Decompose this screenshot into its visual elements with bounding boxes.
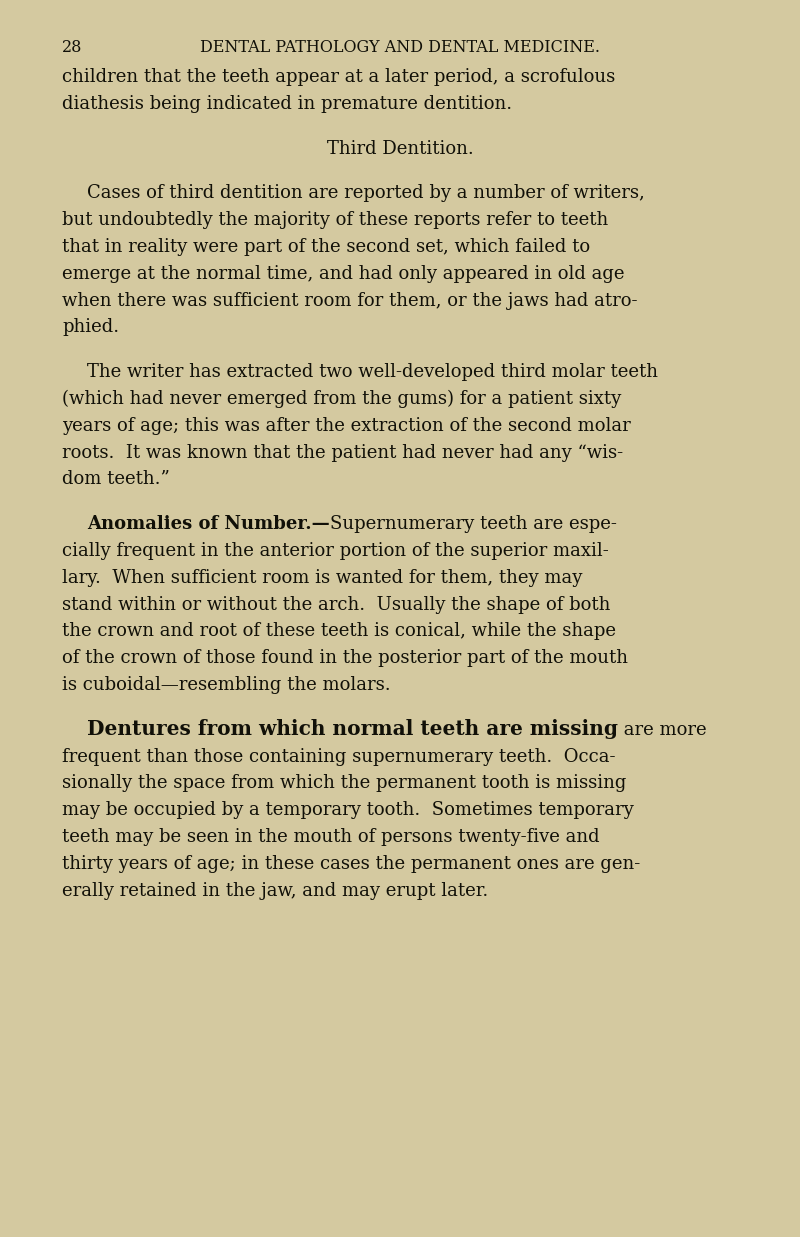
- Text: Supernumerary teeth are espe-: Supernumerary teeth are espe-: [330, 515, 617, 533]
- Text: emerge at the normal time, and had only appeared in old age: emerge at the normal time, and had only …: [62, 265, 625, 283]
- Text: thirty years of age; in these cases the permanent ones are gen-: thirty years of age; in these cases the …: [62, 855, 640, 873]
- Text: is cuboidal—resembling the molars.: is cuboidal—resembling the molars.: [62, 675, 390, 694]
- Text: are more: are more: [618, 721, 706, 738]
- Text: Third Dentition.: Third Dentition.: [326, 140, 474, 157]
- Text: 28: 28: [62, 40, 82, 56]
- Text: phied.: phied.: [62, 318, 119, 336]
- Text: sionally the space from which the permanent tooth is missing: sionally the space from which the perman…: [62, 774, 626, 793]
- Text: The writer has extracted two well-developed third molar teeth: The writer has extracted two well-develo…: [87, 364, 658, 381]
- Text: the crown and root of these teeth is conical, while the shape: the crown and root of these teeth is con…: [62, 622, 616, 641]
- Text: Anomalies of Number.—: Anomalies of Number.—: [87, 515, 330, 533]
- Text: years of age; this was after the extraction of the second molar: years of age; this was after the extract…: [62, 417, 630, 434]
- Text: that in reality were part of the second set, which failed to: that in reality were part of the second …: [62, 238, 590, 256]
- Text: frequent than those containing supernumerary teeth.  Occa-: frequent than those containing supernume…: [62, 747, 615, 766]
- Text: lary.  When sufficient room is wanted for them, they may: lary. When sufficient room is wanted for…: [62, 569, 582, 586]
- Text: teeth may be seen in the mouth of persons twenty-five and: teeth may be seen in the mouth of person…: [62, 828, 600, 846]
- Text: (which had never emerged from the gums) for a patient sixty: (which had never emerged from the gums) …: [62, 390, 622, 408]
- Text: may be occupied by a temporary tooth.  Sometimes temporary: may be occupied by a temporary tooth. So…: [62, 802, 634, 819]
- Text: when there was sufficient room for them, or the jaws had atro-: when there was sufficient room for them,…: [62, 292, 638, 309]
- Text: dom teeth.”: dom teeth.”: [62, 470, 170, 489]
- Text: cially frequent in the anterior portion of the superior maxil-: cially frequent in the anterior portion …: [62, 542, 609, 560]
- Text: erally retained in the jaw, and may erupt later.: erally retained in the jaw, and may erup…: [62, 882, 488, 899]
- Text: diathesis being indicated in premature dentition.: diathesis being indicated in premature d…: [62, 95, 512, 113]
- Text: stand within or without the arch.  Usually the shape of both: stand within or without the arch. Usuall…: [62, 595, 610, 614]
- Text: Cases of third dentition are reported by a number of writers,: Cases of third dentition are reported by…: [87, 184, 645, 203]
- Text: roots.  It was known that the patient had never had any “wis-: roots. It was known that the patient had…: [62, 444, 623, 461]
- Text: children that the teeth appear at a later period, a scrofulous: children that the teeth appear at a late…: [62, 68, 615, 87]
- Text: but undoubtedly the majority of these reports refer to teeth: but undoubtedly the majority of these re…: [62, 212, 608, 229]
- Text: Dentures from which normal teeth are missing: Dentures from which normal teeth are mis…: [87, 719, 618, 738]
- Text: DENTAL PATHOLOGY AND DENTAL MEDICINE.: DENTAL PATHOLOGY AND DENTAL MEDICINE.: [200, 40, 600, 56]
- Text: of the crown of those found in the posterior part of the mouth: of the crown of those found in the poste…: [62, 649, 628, 667]
